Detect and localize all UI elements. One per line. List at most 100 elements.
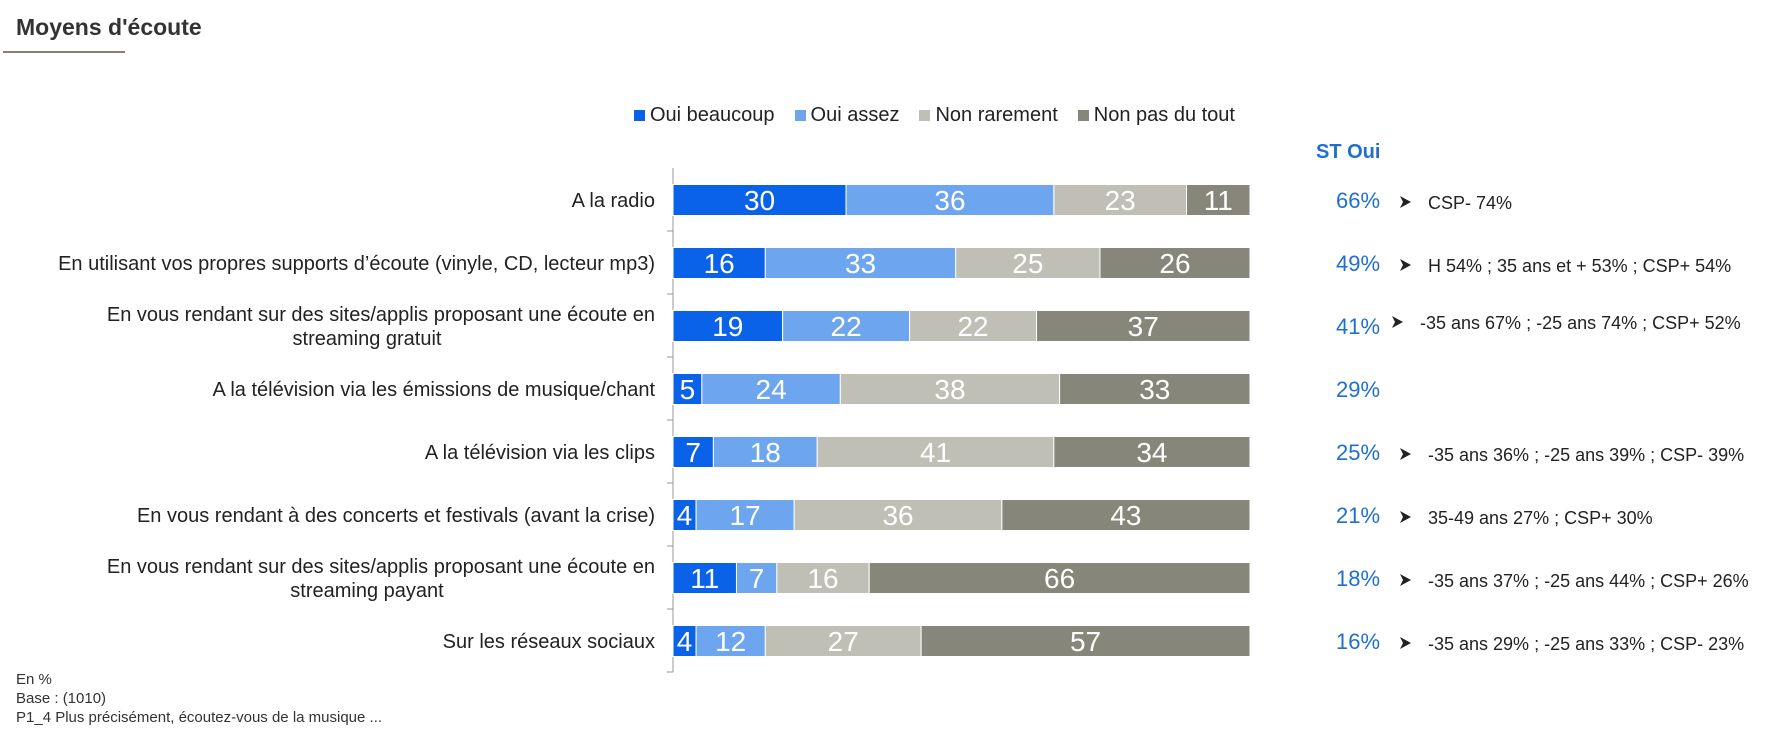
- bar-segment: [776, 562, 870, 594]
- legend-label: Non pas du tout: [1093, 104, 1235, 126]
- bar-segment: [701, 373, 841, 405]
- footer-question: P1_4 Plus précisément, écoutez-vous de l…: [16, 709, 383, 726]
- st-oui-value: 21%: [1336, 503, 1380, 528]
- legend-item-non-pas-du-tout: Non pas du tout: [1077, 104, 1235, 127]
- segment-value-label: 27: [828, 626, 859, 657]
- footer-unit: En %: [16, 671, 52, 688]
- bar-segment: [1036, 310, 1251, 342]
- legend-swatch: [919, 110, 931, 121]
- segment-value-label: 33: [1139, 374, 1170, 405]
- bar-segment: [909, 310, 1038, 342]
- segment-value-label: 33: [845, 248, 876, 279]
- arrow-bullet-icon: [1400, 448, 1411, 460]
- segment-value-label: 37: [1128, 311, 1159, 342]
- bar-segment: [672, 247, 766, 279]
- legend-label: Oui beaucoup: [650, 104, 775, 126]
- segment-value-label: 11: [1204, 185, 1233, 216]
- segment-value-label: 11: [690, 563, 719, 594]
- segment-value-label: 4: [677, 626, 693, 657]
- st-oui-value: 41%: [1336, 314, 1380, 339]
- segment-value-label: 41: [920, 437, 951, 468]
- bar-segment: [672, 310, 784, 342]
- category-label: A la télévision via les émissions de mus…: [213, 379, 656, 401]
- segment-value-label: 4: [677, 500, 693, 531]
- segment-value-label: 36: [934, 185, 965, 216]
- category-label: En utilisant vos propres supports d’écou…: [58, 253, 655, 275]
- segment-value-label: 23: [1105, 185, 1136, 216]
- subgroup-note: 35-49 ans 27% ; CSP+ 30%: [1428, 508, 1653, 528]
- bar-segment: [695, 499, 795, 531]
- category-label: A la radio: [572, 190, 655, 212]
- segment-value-label: 25: [1012, 248, 1043, 279]
- subgroup-note: -35 ans 67% ; -25 ans 74% ; CSP+ 52%: [1420, 313, 1741, 333]
- segment-value-label: 17: [730, 500, 761, 531]
- legend-item-oui-assez: Oui assez: [794, 104, 900, 127]
- st-oui-value: 25%: [1336, 440, 1380, 465]
- bar-segment: [868, 562, 1251, 594]
- footer-base: Base : (1010): [16, 690, 107, 707]
- segment-value-label: 34: [1136, 437, 1167, 468]
- bar-segment: [839, 373, 1061, 405]
- arrow-bullet-icon: [1400, 511, 1411, 523]
- category-label: En vous rendant à des concerts et festiv…: [137, 505, 655, 527]
- title-underline: [3, 51, 125, 53]
- category-label: A la télévision via les clips: [425, 442, 655, 464]
- arrow-bullet-icon: [1400, 196, 1411, 208]
- segment-value-label: 57: [1070, 626, 1101, 657]
- legend-label: Non rarement: [935, 104, 1058, 126]
- category-label: En vous rendant sur des sites/applis pro…: [107, 556, 655, 602]
- subgroup-note: CSP- 74%: [1428, 193, 1512, 213]
- bar-segment: [712, 436, 818, 468]
- st-oui-header: ST Oui: [1316, 141, 1381, 163]
- st-oui-value: 18%: [1336, 566, 1380, 591]
- bar-segment: [955, 247, 1101, 279]
- segment-value-label: 22: [831, 311, 862, 342]
- subgroup-note: H 54% ; 35 ans et + 53% ; CSP+ 54%: [1428, 256, 1731, 276]
- bar-segment: [1053, 184, 1188, 216]
- bar-segment: [672, 373, 703, 405]
- legend-swatch: [634, 110, 645, 121]
- chart-title: Moyens d'écoute: [16, 14, 202, 40]
- category-label: Sur les réseaux sociaux: [443, 631, 655, 653]
- subgroup-note: -35 ans 29% ; -25 ans 33% ; CSP- 23%: [1428, 634, 1744, 654]
- legend-label: Oui assez: [810, 104, 900, 126]
- bar-segment: [793, 499, 1003, 531]
- subgroup-note: -35 ans 36% ; -25 ans 39% ; CSP- 39%: [1428, 445, 1744, 465]
- bar-segment: [920, 625, 1251, 657]
- arrow-bullet-icon: [1400, 574, 1411, 586]
- legend-swatch: [794, 110, 806, 121]
- segment-value-label: 19: [712, 311, 743, 342]
- segment-value-label: 7: [685, 437, 701, 468]
- bar-segment: [1186, 184, 1251, 216]
- arrow-bullet-icon: [1392, 316, 1403, 328]
- arrow-bullet-icon: [1400, 259, 1411, 271]
- subgroup-note: -35 ans 37% ; -25 ans 44% ; CSP+ 26%: [1428, 571, 1749, 591]
- segment-value-label: 66: [1044, 563, 1075, 594]
- bar-segment: [1053, 436, 1251, 468]
- segment-value-label: 24: [756, 374, 787, 405]
- segment-value-label: 38: [934, 374, 965, 405]
- bar-segment: [764, 247, 957, 279]
- segment-value-label: 22: [957, 311, 988, 342]
- segment-value-label: 26: [1159, 248, 1190, 279]
- bar-segment: [1001, 499, 1251, 531]
- legend-item-non-rarement: Non rarement: [919, 104, 1058, 127]
- segment-value-label: 7: [749, 563, 765, 594]
- bar-segment: [764, 625, 922, 657]
- segment-value-label: 18: [750, 437, 781, 468]
- bar-segment: [782, 310, 911, 342]
- segment-value-label: 30: [744, 185, 775, 216]
- bar-segment: [672, 562, 737, 594]
- bar-segment: [672, 184, 847, 216]
- legend-item-oui-beaucoup: Oui beaucoup: [634, 104, 775, 127]
- segment-value-label: 12: [715, 626, 746, 657]
- segment-value-label: 16: [807, 563, 838, 594]
- segment-value-label: 43: [1110, 500, 1141, 531]
- legend-swatch: [1077, 110, 1089, 121]
- segment-value-label: 16: [704, 248, 735, 279]
- arrow-bullet-icon: [1400, 637, 1411, 649]
- st-oui-value: 66%: [1336, 188, 1380, 213]
- bar-segment: [1099, 247, 1251, 279]
- bar-segment: [1059, 373, 1251, 405]
